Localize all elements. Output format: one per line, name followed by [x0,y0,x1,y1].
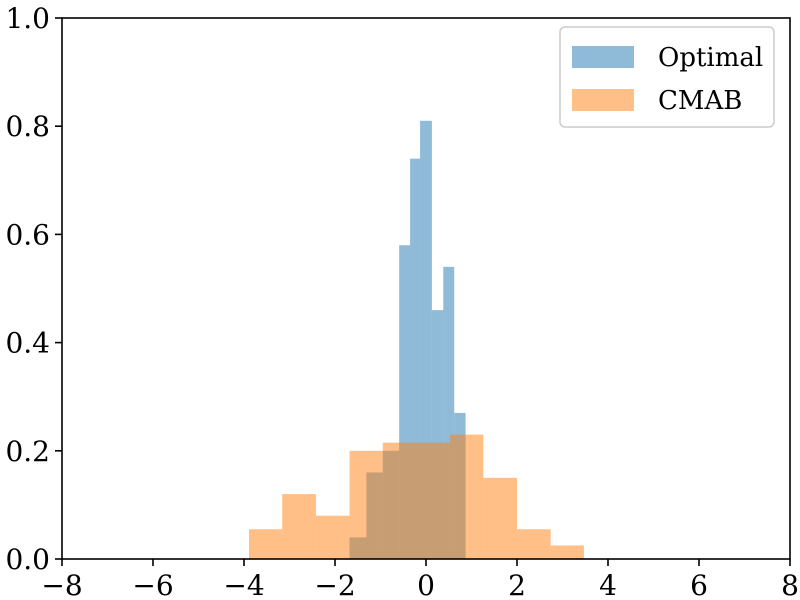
x-tick-label: −4 [223,569,264,600]
optimal-bar-5 [420,120,432,559]
cmab-bar-8 [517,529,551,559]
x-tick-label: −6 [132,569,173,600]
optimal-bar-6 [431,310,444,559]
cmab-bar-2 [315,515,350,559]
y-tick-label: 0.8 [5,110,50,143]
x-axis: −8 −6 −4 −2 0 2 4 6 8 [41,559,799,600]
x-tick-label: 4 [599,569,617,600]
optimal-bar-4 [410,158,421,559]
cmab-bar-9 [550,545,584,559]
y-tick-label: 0.2 [5,435,50,468]
y-tick-label: 0.6 [5,218,50,251]
x-tick-label: −8 [41,569,82,600]
legend-swatch-cmab [572,89,634,111]
y-tick-label: 0.0 [5,543,50,576]
cmab-bar-3 [349,450,383,559]
y-tick-label: 1.0 [5,2,50,35]
x-tick-label: 8 [781,569,799,600]
legend-label-optimal: Optimal [658,43,763,73]
x-tick-label: 6 [690,569,708,600]
legend-swatch-optimal [572,46,634,68]
y-axis: 0.0 0.2 0.4 0.6 0.8 1.0 [5,2,62,576]
optimal-bar-7 [443,266,455,559]
legend: Optimal CMAB [559,26,775,128]
cmab-bar-0 [249,529,283,559]
cmab-bar-1 [282,494,316,559]
x-tick-label: 2 [508,569,526,600]
x-tick-label: 0 [417,569,435,600]
y-tick-label: 0.4 [5,327,50,360]
x-tick-label: −2 [314,569,355,600]
cmab-bar-6 [450,434,484,559]
cmab-bar-7 [483,477,517,559]
optimal-bar-3 [399,245,411,559]
cmab-bar-4 [382,442,417,559]
cmab-series [249,434,584,559]
legend-label-cmab: CMAB [658,86,742,116]
cmab-bar-5 [416,442,451,559]
